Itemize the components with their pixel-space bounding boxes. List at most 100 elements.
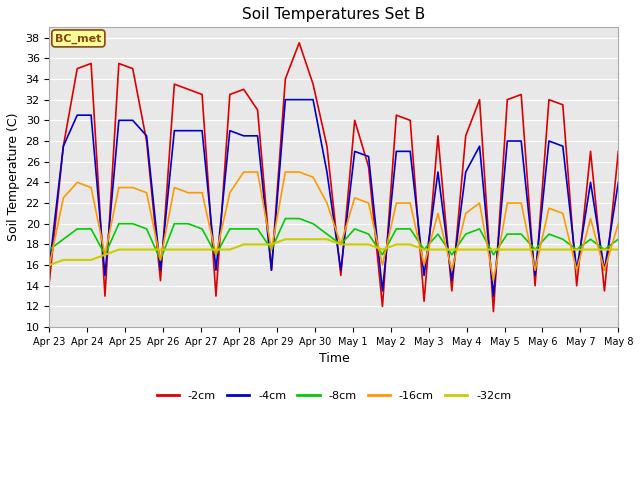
-16cm (614, 221, 622, 227)
-8cm (115, 221, 123, 227)
-16cm (74, 180, 81, 185)
-8cm (587, 236, 595, 242)
-2cm (573, 283, 580, 288)
-8cm (531, 247, 539, 252)
-8cm (45, 247, 53, 252)
-8cm (573, 247, 580, 252)
-32cm (573, 247, 580, 252)
-16cm (143, 190, 150, 195)
-32cm (170, 247, 178, 252)
-2cm (282, 76, 289, 82)
-32cm (434, 247, 442, 252)
-32cm (240, 241, 248, 247)
-32cm (115, 247, 123, 252)
-2cm (448, 288, 456, 294)
-2cm (101, 293, 109, 299)
-16cm (157, 257, 164, 263)
-16cm (323, 200, 331, 206)
-2cm (504, 97, 511, 103)
-16cm (240, 169, 248, 175)
-32cm (531, 247, 539, 252)
-4cm (392, 148, 400, 154)
-16cm (587, 216, 595, 221)
-2cm (170, 81, 178, 87)
-32cm (614, 247, 622, 252)
-8cm (212, 252, 220, 258)
-8cm (517, 231, 525, 237)
Y-axis label: Soil Temperature (C): Soil Temperature (C) (7, 113, 20, 241)
-4cm (45, 262, 53, 268)
-16cm (198, 190, 206, 195)
Line: -8cm: -8cm (49, 218, 618, 260)
-2cm (87, 60, 95, 66)
-2cm (559, 102, 566, 108)
-32cm (392, 241, 400, 247)
-2cm (212, 293, 220, 299)
-16cm (226, 190, 234, 195)
-16cm (490, 278, 497, 284)
-2cm (184, 86, 192, 92)
-2cm (253, 107, 261, 113)
-16cm (45, 262, 53, 268)
-32cm (379, 247, 387, 252)
-2cm (490, 309, 497, 314)
-8cm (462, 231, 470, 237)
-2cm (517, 92, 525, 97)
-32cm (74, 257, 81, 263)
-8cm (198, 226, 206, 232)
-4cm (170, 128, 178, 133)
-32cm (600, 247, 608, 252)
-8cm (74, 226, 81, 232)
-4cm (337, 267, 345, 273)
Line: -2cm: -2cm (49, 43, 618, 312)
-8cm (170, 221, 178, 227)
-4cm (476, 144, 483, 149)
-8cm (379, 252, 387, 258)
-32cm (462, 247, 470, 252)
Title: Soil Temperatures Set B: Soil Temperatures Set B (243, 7, 426, 22)
-32cm (157, 247, 164, 252)
-16cm (462, 211, 470, 216)
-4cm (282, 97, 289, 103)
-32cm (337, 241, 345, 247)
-4cm (226, 128, 234, 133)
-16cm (212, 252, 220, 258)
Line: -32cm: -32cm (49, 239, 618, 265)
-2cm (531, 283, 539, 288)
-32cm (517, 247, 525, 252)
-8cm (87, 226, 95, 232)
-4cm (379, 288, 387, 294)
-32cm (268, 241, 275, 247)
-16cm (573, 267, 580, 273)
-2cm (309, 81, 317, 87)
-4cm (545, 138, 553, 144)
-16cm (434, 211, 442, 216)
-8cm (143, 226, 150, 232)
-32cm (101, 252, 109, 258)
-16cm (184, 190, 192, 195)
-8cm (420, 247, 428, 252)
-2cm (74, 66, 81, 72)
-4cm (309, 97, 317, 103)
-4cm (115, 118, 123, 123)
-16cm (282, 169, 289, 175)
-16cm (406, 200, 414, 206)
-32cm (587, 247, 595, 252)
-8cm (129, 221, 136, 227)
-8cm (282, 216, 289, 221)
-2cm (587, 148, 595, 154)
-4cm (184, 128, 192, 133)
-32cm (351, 241, 358, 247)
-2cm (143, 138, 150, 144)
-2cm (157, 278, 164, 284)
-2cm (379, 303, 387, 309)
-8cm (614, 236, 622, 242)
-16cm (309, 174, 317, 180)
-2cm (420, 299, 428, 304)
X-axis label: Time: Time (319, 352, 349, 365)
-32cm (87, 257, 95, 263)
-16cm (392, 200, 400, 206)
-16cm (559, 211, 566, 216)
-8cm (184, 221, 192, 227)
-16cm (379, 262, 387, 268)
